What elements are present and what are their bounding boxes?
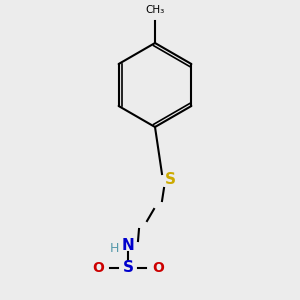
Text: O: O: [152, 261, 164, 275]
Text: S: S: [122, 260, 134, 275]
Text: CH₃: CH₃: [146, 5, 165, 15]
Text: H: H: [109, 242, 119, 256]
Text: O: O: [92, 261, 104, 275]
Text: S: S: [164, 172, 175, 188]
Text: N: N: [122, 238, 134, 253]
